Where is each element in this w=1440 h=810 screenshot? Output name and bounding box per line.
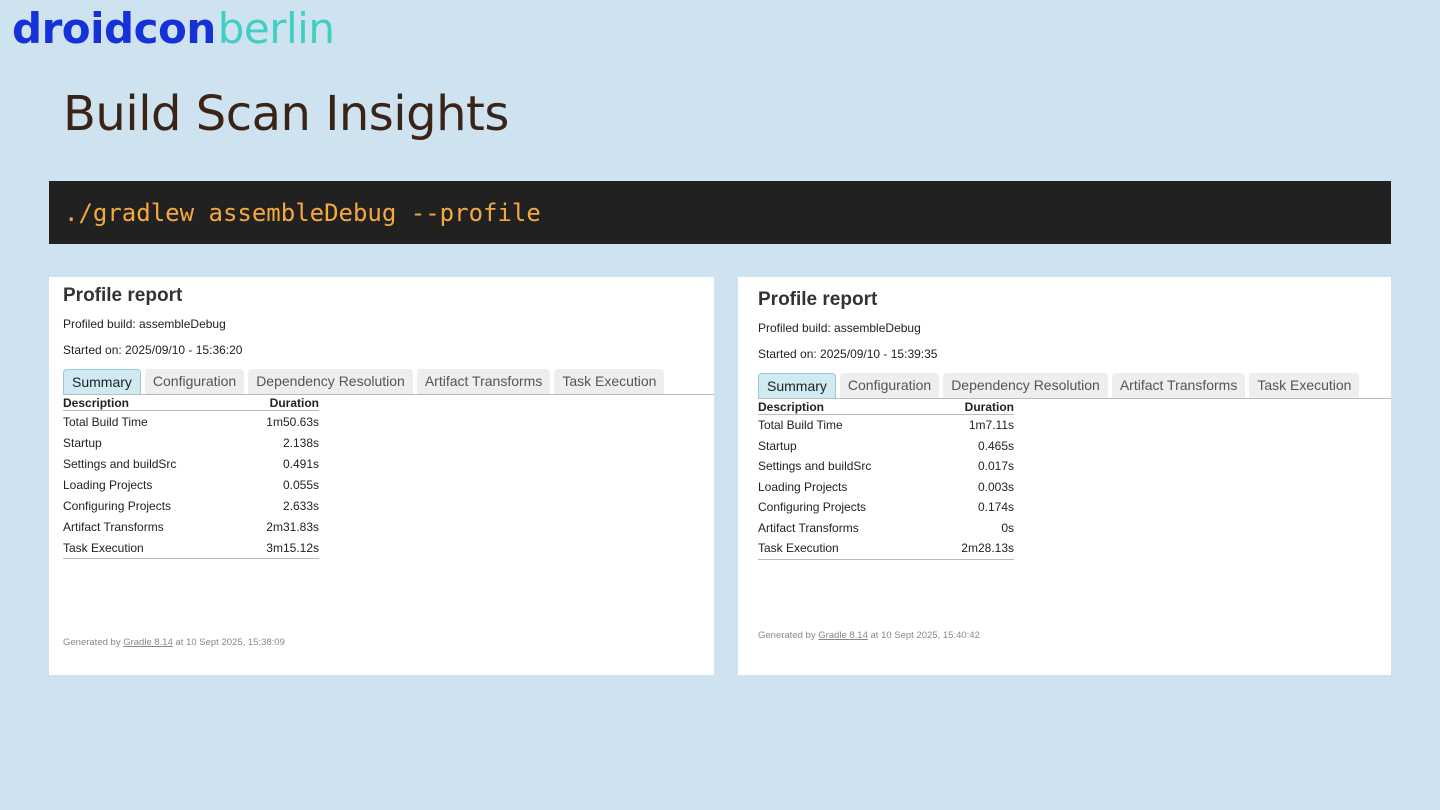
table-row: Startup 0.465s xyxy=(758,436,1014,457)
row-duration: 2.138s xyxy=(282,435,319,450)
row-duration: 2m28.13s xyxy=(932,538,1014,560)
report-footer: Generated by Gradle 8.14 at 10 Sept 2025… xyxy=(63,637,285,648)
row-description: Configuring Projects xyxy=(63,498,172,513)
row-duration: 1m50.63s xyxy=(266,414,319,429)
table-row: Task Execution 2m28.13s xyxy=(758,538,1014,560)
row-duration: 0.055s xyxy=(282,477,319,492)
table-row: Total Build Time 1m50.63s xyxy=(63,411,319,433)
page-title: Build Scan Insights xyxy=(63,86,509,142)
row-duration: 0.491s xyxy=(282,456,319,471)
profiled-build: Profiled build: assembleDebug xyxy=(63,317,226,331)
tab-summary[interactable]: Summary xyxy=(63,369,141,394)
droidcon-berlin-logo: droidcon berlin xyxy=(12,4,335,53)
row-description: Loading Projects xyxy=(758,479,848,494)
row-description: Settings and buildSrc xyxy=(758,459,872,474)
gradle-version-link[interactable]: Gradle 8.14 xyxy=(123,637,173,648)
report-title: Profile report xyxy=(758,289,878,310)
command-bar: ./gradlew assembleDebug --profile xyxy=(49,181,1391,244)
table-header-row: Description Duration xyxy=(63,395,319,411)
report-tabs: Summary Configuration Dependency Resolut… xyxy=(63,369,714,395)
column-header-duration: Duration xyxy=(237,395,319,411)
row-description: Settings and buildSrc xyxy=(63,456,177,471)
row-duration: 0.017s xyxy=(977,459,1014,474)
footer-suffix: at 10 Sept 2025, 15:40:42 xyxy=(867,630,980,641)
row-duration: 0s xyxy=(1001,520,1014,535)
report-title: Profile report xyxy=(63,285,183,306)
table-row: Settings and buildSrc 0.491s xyxy=(63,453,319,474)
summary-table: Description Duration Total Build Time 1m7… xyxy=(758,399,1014,560)
row-description: Total Build Time xyxy=(758,418,843,433)
tab-dependency-resolution[interactable]: Dependency Resolution xyxy=(943,373,1108,398)
tab-dependency-resolution[interactable]: Dependency Resolution xyxy=(248,369,413,394)
table-row: Loading Projects 0.003s xyxy=(758,477,1014,498)
table-row: Artifact Transforms 2m31.83s xyxy=(63,516,319,537)
tab-task-execution[interactable]: Task Execution xyxy=(554,369,665,394)
gradle-version-link[interactable]: Gradle 8.14 xyxy=(818,630,868,641)
table-header-row: Description Duration xyxy=(758,399,1014,415)
logo-droidcon-text: droidcon xyxy=(12,4,216,53)
tab-artifact-transforms[interactable]: Artifact Transforms xyxy=(416,369,551,394)
summary-table: Description Duration Total Build Time 1m5… xyxy=(63,395,319,559)
row-description: Artifact Transforms xyxy=(63,519,164,534)
row-duration: 0.003s xyxy=(977,479,1014,494)
command-text: ./gradlew assembleDebug --profile xyxy=(64,198,541,227)
profile-report-panel-left: Profile report Profiled build: assembleD… xyxy=(49,277,714,675)
row-description: Total Build Time xyxy=(63,414,148,429)
row-duration: 2m31.83s xyxy=(266,519,319,534)
footer-prefix: Generated by xyxy=(758,630,819,641)
profile-report-panel-right: Profile report Profiled build: assembleD… xyxy=(738,277,1391,675)
row-description: Loading Projects xyxy=(63,477,153,492)
row-duration: 2.633s xyxy=(282,498,319,513)
row-description: Configuring Projects xyxy=(758,500,867,515)
table-row: Total Build Time 1m7.11s xyxy=(758,415,1014,436)
table-row: Artifact Transforms 0s xyxy=(758,518,1014,539)
profiled-build: Profiled build: assembleDebug xyxy=(758,321,921,335)
logo-berlin-text: berlin xyxy=(217,4,335,53)
row-description: Task Execution xyxy=(63,537,238,559)
row-description: Task Execution xyxy=(758,538,933,560)
row-description: Artifact Transforms xyxy=(758,520,859,535)
column-header-description: Description xyxy=(63,395,238,411)
started-on: Started on: 2025/09/10 - 15:39:35 xyxy=(758,347,938,361)
tab-summary[interactable]: Summary xyxy=(758,373,836,398)
table-row: Task Execution 3m15.12s xyxy=(63,537,319,559)
table-row: Startup 2.138s xyxy=(63,432,319,453)
tab-configuration[interactable]: Configuration xyxy=(839,373,940,398)
table-row: Loading Projects 0.055s xyxy=(63,474,319,495)
row-description: Startup xyxy=(758,438,797,453)
report-footer: Generated by Gradle 8.14 at 10 Sept 2025… xyxy=(758,630,980,641)
footer-prefix: Generated by xyxy=(63,637,124,648)
table-row: Configuring Projects 2.633s xyxy=(63,495,319,516)
row-description: Startup xyxy=(63,435,102,450)
started-on: Started on: 2025/09/10 - 15:36:20 xyxy=(63,343,243,357)
row-duration: 0.174s xyxy=(977,500,1014,515)
column-header-duration: Duration xyxy=(932,399,1014,415)
tab-configuration[interactable]: Configuration xyxy=(144,369,245,394)
tab-artifact-transforms[interactable]: Artifact Transforms xyxy=(1111,373,1246,398)
row-duration: 3m15.12s xyxy=(237,537,319,559)
table-row: Configuring Projects 0.174s xyxy=(758,497,1014,518)
row-duration: 1m7.11s xyxy=(968,418,1014,433)
tab-task-execution[interactable]: Task Execution xyxy=(1249,373,1360,398)
table-row: Settings and buildSrc 0.017s xyxy=(758,456,1014,477)
footer-suffix: at 10 Sept 2025, 15:38:09 xyxy=(172,637,285,648)
column-header-description: Description xyxy=(758,399,933,415)
report-tabs: Summary Configuration Dependency Resolut… xyxy=(758,373,1391,399)
row-duration: 0.465s xyxy=(977,438,1014,453)
